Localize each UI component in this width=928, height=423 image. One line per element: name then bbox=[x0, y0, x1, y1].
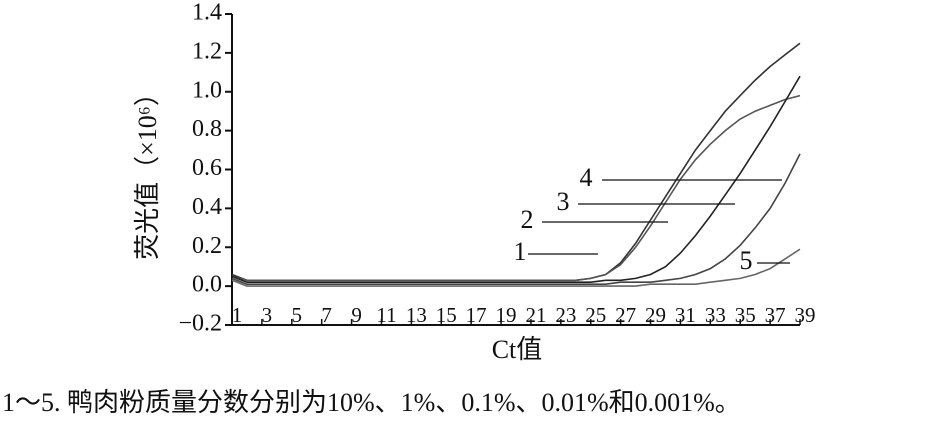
y-tick-label: 1.2 bbox=[192, 38, 222, 64]
x-tick-label: 37 bbox=[765, 303, 786, 327]
x-tick-label: 29 bbox=[645, 303, 666, 327]
curve bbox=[231, 248, 801, 287]
x-tick-label: 21 bbox=[525, 303, 546, 327]
x-tick-label: 13 bbox=[406, 303, 427, 327]
x-tick-label: 19 bbox=[496, 303, 517, 327]
y-tick-label: 0.4 bbox=[192, 194, 222, 220]
x-tick-label: 1 bbox=[232, 303, 243, 327]
x-axis-label: Ct值 bbox=[492, 335, 543, 364]
x-tick-label: 7 bbox=[321, 303, 332, 327]
x-tick-label: 25 bbox=[585, 303, 606, 327]
curve bbox=[231, 153, 801, 285]
curve bbox=[231, 75, 801, 283]
caption: 1～5. 鸭肉粉质量分数分别为10%、1%、0.1%、0.01%和0.001%。 bbox=[2, 388, 741, 417]
x-tick-label: 9 bbox=[351, 303, 362, 327]
x-tick-label: 5 bbox=[292, 303, 303, 327]
y-tick-label: −0.2 bbox=[178, 311, 222, 337]
x-tick-label: 33 bbox=[705, 303, 726, 327]
series-label: 1 bbox=[514, 237, 527, 266]
series-label: 3 bbox=[557, 187, 570, 216]
series-label: 5 bbox=[740, 246, 753, 275]
y-tick-label: 0.0 bbox=[192, 272, 222, 298]
x-tick-label: 23 bbox=[555, 303, 576, 327]
x-tick-label: 15 bbox=[436, 303, 457, 327]
series-label: 2 bbox=[521, 205, 534, 234]
x-tick-label: 17 bbox=[466, 303, 487, 327]
y-tick-label: 1.0 bbox=[192, 77, 222, 103]
x-tick-label: 39 bbox=[795, 303, 816, 327]
x-tick-label: 35 bbox=[735, 303, 756, 327]
x-tick-label: 11 bbox=[376, 303, 396, 327]
y-tick-label: 0.2 bbox=[192, 233, 222, 259]
y-tick-label: 0.8 bbox=[192, 116, 222, 142]
y-tick-label: 0.6 bbox=[192, 155, 222, 181]
x-tick-label: 3 bbox=[262, 303, 273, 327]
series-label: 4 bbox=[580, 163, 593, 192]
curve bbox=[231, 94, 801, 282]
y-tick-label: 1.4 bbox=[192, 0, 222, 26]
x-tick-label: 31 bbox=[675, 303, 696, 327]
x-tick-label: 27 bbox=[615, 303, 636, 327]
y-axis-label: 荧光值（×10⁶） bbox=[133, 80, 162, 260]
